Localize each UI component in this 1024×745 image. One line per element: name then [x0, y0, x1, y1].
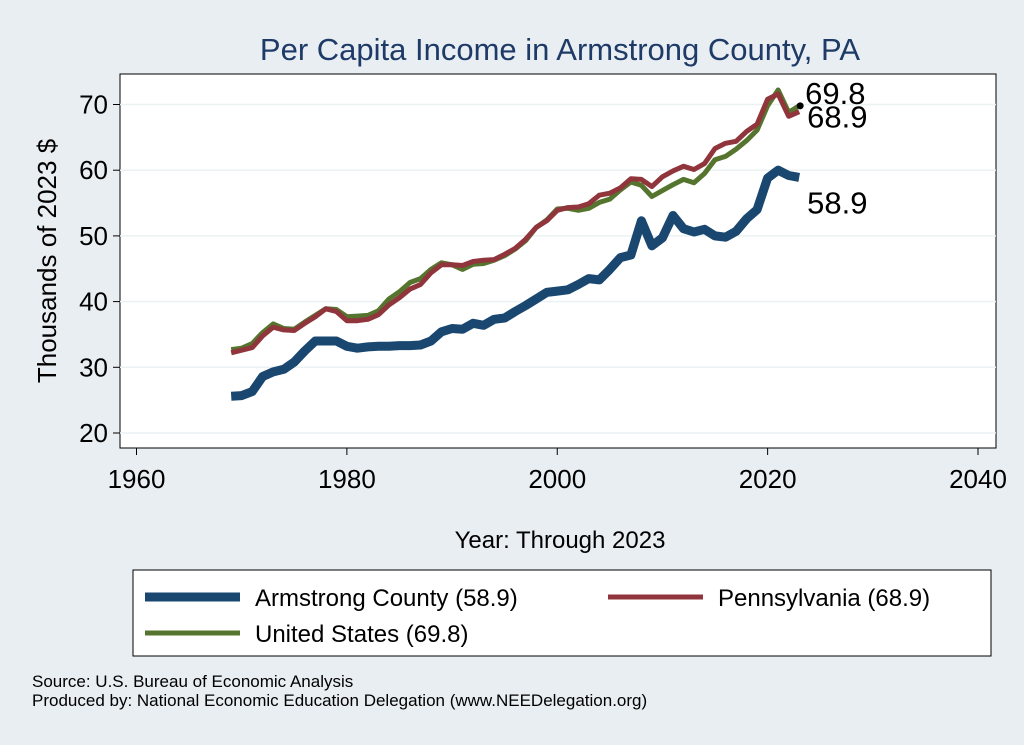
legend-label: United States (69.8) — [255, 621, 468, 648]
x-tick-label: 1980 — [318, 464, 376, 494]
end-label: 69.8 — [805, 76, 865, 111]
x-axis-label: Year: Through 2023 — [455, 527, 666, 554]
plot-area — [119, 73, 997, 449]
source-note: Source: U.S. Bureau of Economic Analysis — [32, 672, 354, 691]
series-lines — [230, 87, 801, 401]
legend: Armstrong County (58.9) Pennsylvania (68.… — [132, 569, 992, 657]
x-tick-label: 1960 — [108, 464, 166, 494]
x-tick-label: 2040 — [949, 464, 1007, 494]
y-tick-label: 70 — [79, 90, 108, 120]
y-tick-label: 50 — [79, 221, 108, 251]
y-axis: 20 30 40 50 60 70 — [79, 90, 120, 448]
y-tick-label: 40 — [79, 287, 108, 317]
series-line-0 — [230, 165, 801, 401]
produced-by-note: Produced by: National Economic Education… — [32, 691, 648, 710]
y-tick-label: 60 — [79, 155, 108, 185]
end-labels: 58.9 68.969.8 — [796, 76, 868, 220]
y-tick-label: 30 — [79, 352, 108, 382]
x-tick-label: 2000 — [528, 464, 586, 494]
x-tick-label: 2020 — [739, 464, 797, 494]
end-label: 68.9 — [807, 100, 867, 135]
legend-label: Pennsylvania (68.9) — [718, 585, 930, 612]
end-label: 58.9 — [807, 185, 867, 220]
end-marker — [796, 102, 804, 110]
legend-label: Armstrong County (58.9) — [255, 585, 518, 612]
legend-box — [132, 569, 992, 657]
chart-title: Per Capita Income in Armstrong County, P… — [260, 32, 860, 67]
y-axis-label: Thousands of 2023 $ — [32, 138, 62, 383]
gridlines — [120, 103, 996, 434]
y-tick-label: 20 — [79, 418, 108, 448]
x-axis: 1960 1980 2000 2020 2040 — [108, 448, 1007, 494]
series-line-1 — [230, 91, 801, 356]
